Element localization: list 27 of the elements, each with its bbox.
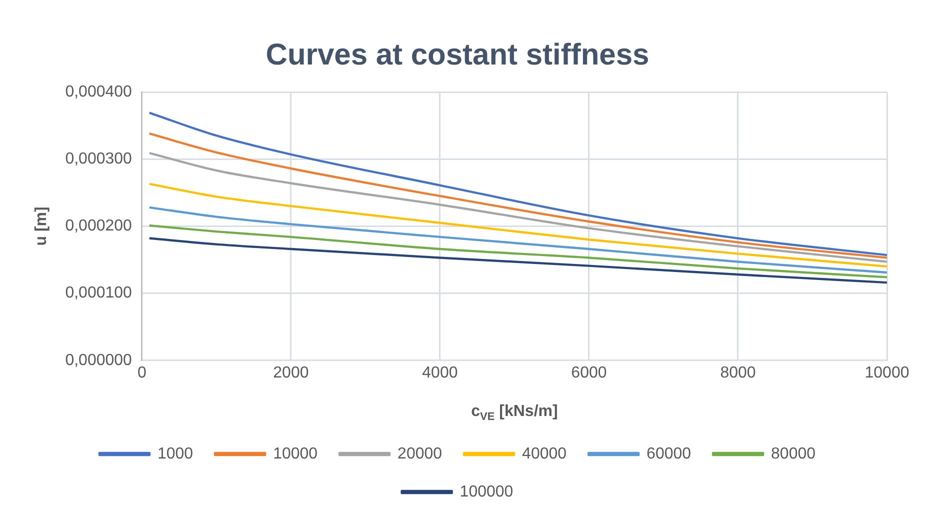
line-series [148, 182, 887, 268]
line-series [148, 206, 887, 274]
chart-title: Curves at costant stiffness [266, 38, 650, 72]
x-tick-label: 8000 [720, 364, 756, 382]
y-tick-label: 0,000100 [65, 284, 132, 302]
x-tick-label: 2000 [273, 364, 309, 382]
legend-label: 60000 [646, 445, 692, 462]
legend-label: 40000 [522, 445, 567, 462]
y-tick-label: 0,000300 [65, 150, 132, 168]
line-series [148, 132, 887, 259]
legend-label: 10000 [273, 445, 318, 462]
legend-label: 80000 [771, 445, 816, 462]
line-series [148, 152, 887, 263]
legend-label: 20000 [398, 445, 442, 462]
x-tick-label: 10000 [864, 364, 910, 382]
y-axis-title: u [m] [33, 206, 50, 246]
x-tick-label: 4000 [422, 364, 458, 382]
x-tick-label: 0 [137, 364, 146, 382]
x-tick-label: 6000 [571, 364, 607, 382]
line-series [148, 237, 887, 284]
line-series [148, 112, 887, 256]
legend-label: 1000 [157, 445, 194, 462]
y-tick-label: 0,000200 [65, 218, 132, 235]
y-tick-label: 0,000000 [65, 352, 132, 369]
line-series [148, 224, 887, 278]
legend-label: 100000 [460, 483, 514, 500]
y-tick-label: 0,000400 [65, 83, 132, 100]
